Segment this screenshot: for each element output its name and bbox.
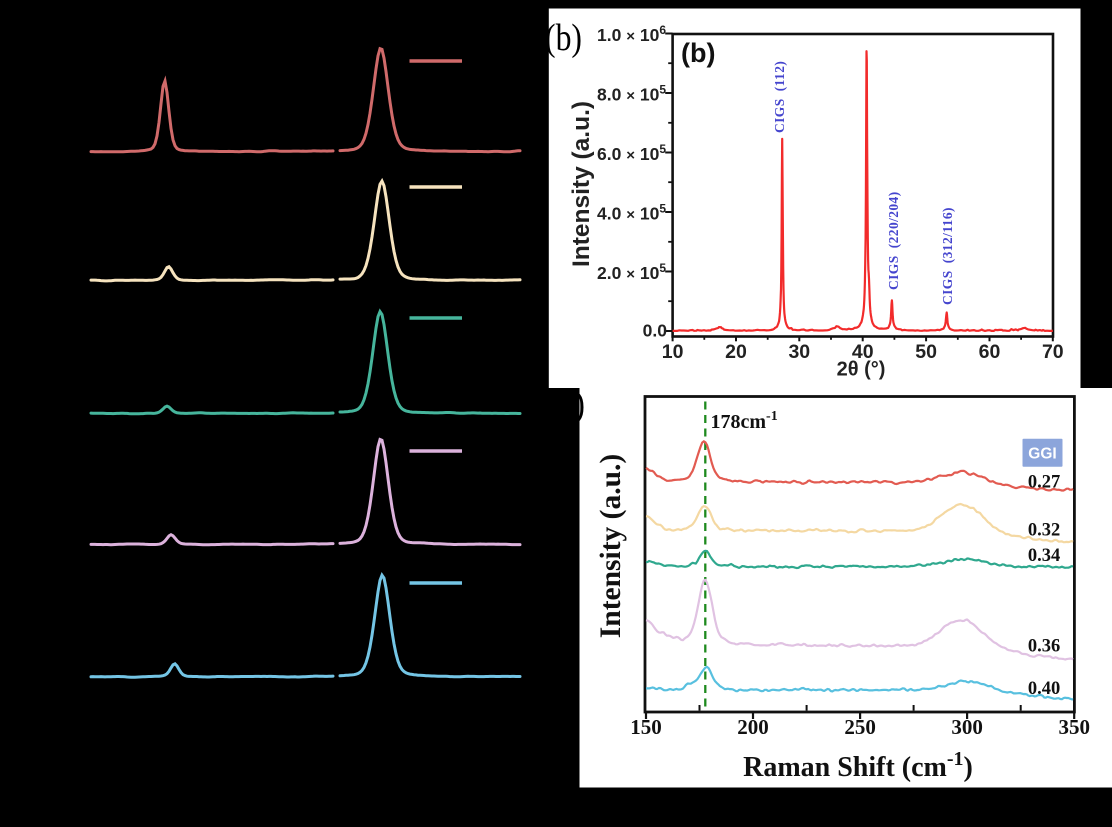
- svg-text:0.34: 0.34: [1028, 546, 1060, 566]
- svg-text:30: 30: [788, 341, 810, 363]
- svg-text:150: 150: [630, 715, 662, 739]
- svg-text:70: 70: [1042, 341, 1064, 363]
- svg-text:300: 300: [951, 715, 983, 739]
- svg-text:Raman Shift (cm-1): Raman Shift (cm-1): [743, 748, 973, 783]
- svg-text:CIGS (112): CIGS (112): [772, 61, 787, 133]
- svg-text:CIGS (220/204): CIGS (220/204): [886, 191, 901, 290]
- svg-text:0.32: 0.32: [1028, 521, 1060, 541]
- svg-text:200: 200: [737, 715, 769, 739]
- svg-text:2θ (°): 2θ (°): [837, 359, 886, 381]
- svg-text:CIGS (312/116): CIGS (312/116): [940, 207, 955, 305]
- svg-text:350: 350: [1058, 715, 1090, 739]
- svg-text:Intensity (a.u.): Intensity (a.u.): [568, 101, 595, 267]
- svg-text:0.0: 0.0: [643, 321, 668, 341]
- svg-text:50: 50: [915, 341, 937, 363]
- svg-text:(b): (b): [681, 38, 715, 68]
- svg-text:(b): (b): [545, 17, 582, 59]
- svg-text:20: 20: [725, 341, 747, 363]
- svg-text:GGI: GGI: [1028, 446, 1056, 463]
- svg-text:(c): (c): [548, 384, 585, 426]
- svg-text:0.27: 0.27: [1028, 473, 1060, 493]
- svg-text:Intensity (a.u.): Intensity (a.u.): [595, 454, 627, 638]
- svg-text:60: 60: [979, 341, 1001, 363]
- svg-text:0.40: 0.40: [1028, 679, 1060, 699]
- svg-text:10: 10: [662, 341, 684, 363]
- svg-text:250: 250: [844, 715, 876, 739]
- svg-text:0.36: 0.36: [1028, 637, 1060, 657]
